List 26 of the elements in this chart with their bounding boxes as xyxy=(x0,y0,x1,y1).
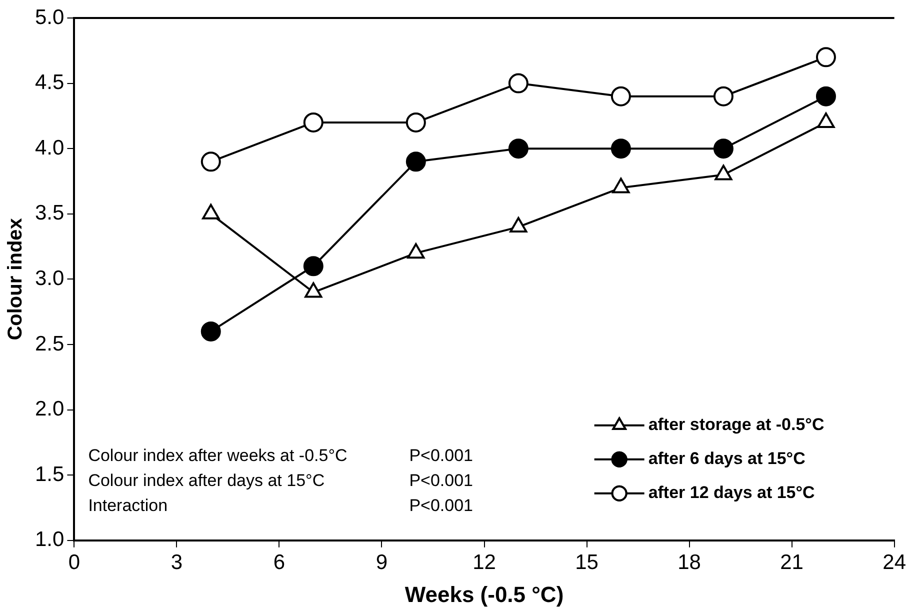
x-tick-label: 18 xyxy=(678,550,701,574)
text: Interaction P<0.001 xyxy=(88,496,474,516)
y-tick-label: 5.0 xyxy=(34,6,64,29)
y-tick-label: 3.0 xyxy=(34,266,64,290)
x-tick-label: 3 xyxy=(170,550,183,574)
y-tick-label: 3.5 xyxy=(34,202,64,225)
x-tick-label: 12 xyxy=(472,550,496,574)
y-tick-label: 1.0 xyxy=(34,528,64,552)
x-tick-label: 21 xyxy=(780,550,804,574)
legend-label: after 6 days at 15°C xyxy=(648,449,806,468)
x-tick-label: 9 xyxy=(376,550,388,574)
y-tick-label: 2.5 xyxy=(34,332,64,356)
y-tick-label: 4.0 xyxy=(34,136,64,160)
legend-label: after 12 days at 15°C xyxy=(648,483,815,502)
x-tick-label: 15 xyxy=(575,550,598,574)
x-tick-label: 6 xyxy=(273,550,286,574)
y-tick-label: 4.5 xyxy=(34,71,64,94)
y-tick-label: 2.0 xyxy=(34,398,64,421)
y-tick-label: 1.5 xyxy=(34,462,64,486)
y-axis-title: Colour index xyxy=(4,218,27,340)
x-axis-title: Weeks (-0.5 °C) xyxy=(404,582,564,607)
text: Colour index after weeks at -0.5°C P<0.001 xyxy=(88,446,474,466)
x-tick-label: 0 xyxy=(68,550,80,574)
x-tick-label: 24 xyxy=(882,550,906,574)
legend-label: after storage at -0.5°C xyxy=(648,415,824,434)
text: Colour index after days at 15°C P<0.001 xyxy=(88,471,474,490)
